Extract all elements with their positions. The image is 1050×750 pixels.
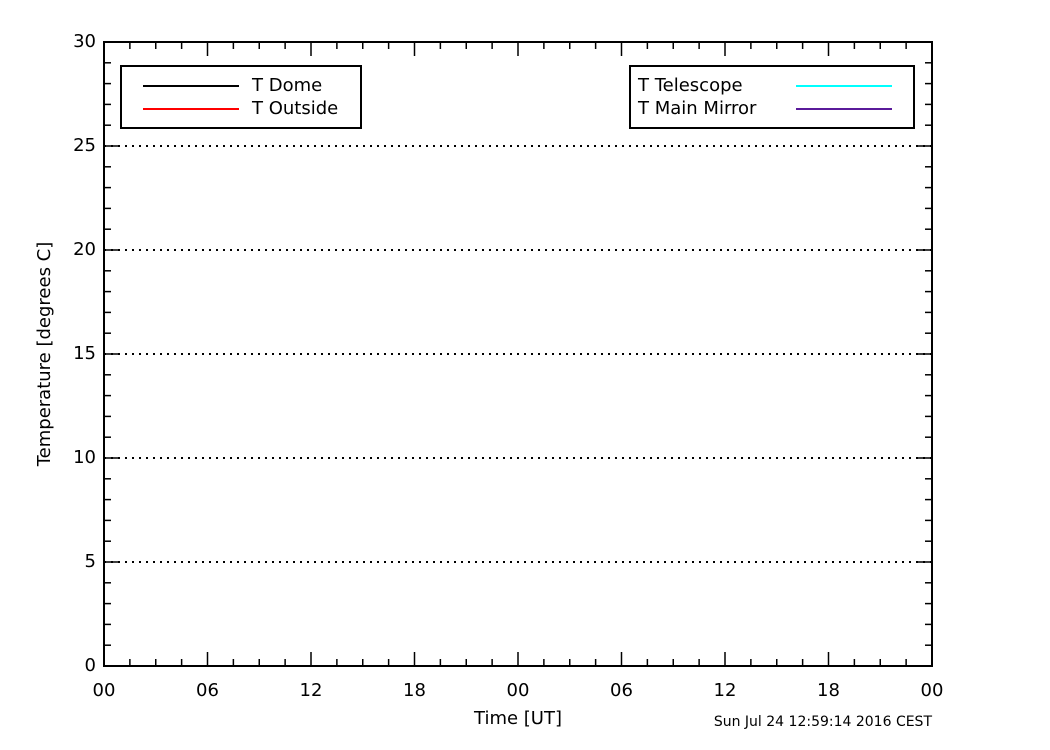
y-tick-label: 5 [85,551,96,572]
x-tick-label: 12 [714,680,737,701]
x-tick-label: 00 [921,680,944,701]
legend-label: T Main Mirror [637,98,757,119]
y-tick-label: 30 [73,31,96,52]
legend-label: T Dome [251,75,322,96]
y-tick-label: 15 [73,343,96,364]
y-tick-label: 20 [73,239,96,260]
x-tick-label: 00 [507,680,530,701]
y-axis-label: Temperature [degrees C] [34,242,55,468]
legend-box [120,65,362,129]
x-tick-label: 00 [93,680,116,701]
x-tick-label: 18 [403,680,426,701]
legend-label: T Telescope [637,75,743,96]
x-tick-label: 18 [817,680,840,701]
y-tick-label: 0 [85,655,96,676]
x-tick-label: 06 [610,680,633,701]
x-tick-label: 12 [300,680,323,701]
legend-label: T Outside [251,98,338,119]
plot-frame [103,41,933,667]
legend-box [629,65,915,129]
x-tick-label: 06 [196,680,219,701]
y-tick-label: 25 [73,135,96,156]
y-tick-label: 10 [73,447,96,468]
timestamp: Sun Jul 24 12:59:14 2016 CEST [714,714,933,730]
x-axis-label: Time [UT] [473,708,562,729]
